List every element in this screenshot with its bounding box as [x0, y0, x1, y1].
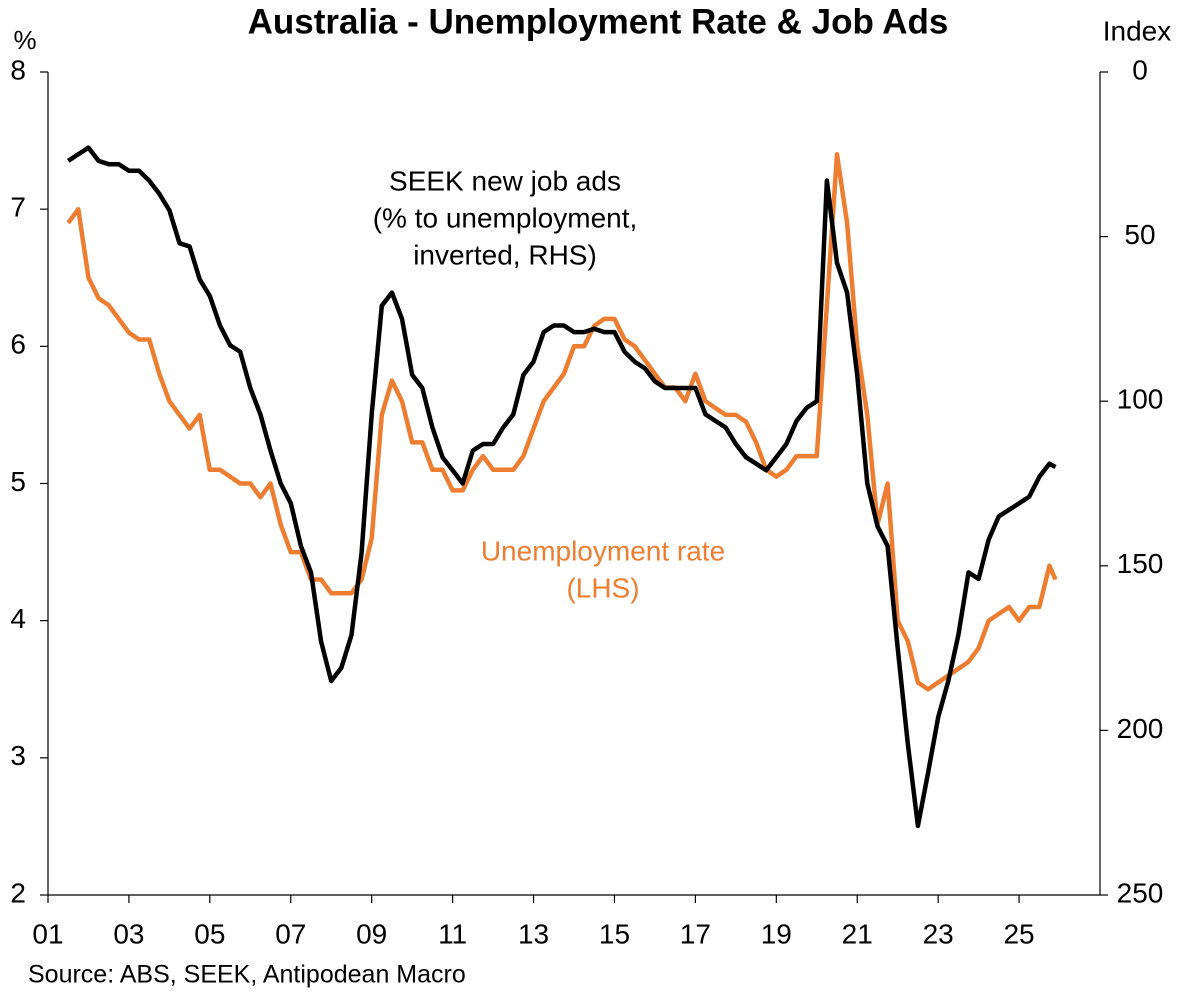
y2-tick-label: 150 [1117, 548, 1164, 579]
x-tick-label: 25 [1003, 918, 1034, 949]
y-tick-label: 3 [10, 740, 26, 771]
x-tick-label: 19 [761, 918, 792, 949]
y2-axis-label: Index [1103, 15, 1172, 46]
x-tick-label: 07 [275, 918, 306, 949]
annotation: SEEK new job ads [389, 165, 621, 196]
y2-tick-label: 200 [1117, 713, 1164, 744]
y-tick-label: 4 [10, 603, 26, 634]
x-tick-label: 21 [842, 918, 873, 949]
y-tick-label: 7 [10, 192, 26, 223]
y2-tick-label: 50 [1124, 219, 1155, 250]
y2-tick-label: 0 [1132, 54, 1148, 85]
x-tick-label: 13 [518, 918, 549, 949]
annotation: Unemployment rate [481, 535, 725, 566]
y2-tick-label: 250 [1117, 877, 1164, 908]
x-tick-label: 23 [923, 918, 954, 949]
annotation: inverted, RHS) [413, 239, 597, 270]
x-tick-label: 15 [599, 918, 630, 949]
x-tick-label: 09 [356, 918, 387, 949]
x-tick-label: 05 [194, 918, 225, 949]
annotation: (% to unemployment, [373, 202, 638, 233]
y2-tick-label: 100 [1117, 384, 1164, 415]
annotation: (LHS) [566, 572, 639, 603]
x-tick-label: 17 [680, 918, 711, 949]
source-note: Source: ABS, SEEK, Antipodean Macro [28, 961, 466, 989]
chart-title: Australia - Unemployment Rate & Job Ads [248, 2, 949, 41]
series-line [66, 152, 1058, 692]
y-tick-label: 5 [10, 466, 26, 497]
x-tick-label: 11 [438, 918, 467, 949]
series-line [66, 145, 1057, 829]
x-tick-label: 01 [32, 918, 63, 949]
y-tick-label: 6 [10, 329, 26, 360]
x-tick-label: 03 [113, 918, 144, 949]
y-tick-label: 2 [10, 877, 26, 908]
y-axis-label: % [13, 25, 36, 55]
y-tick-label: 8 [10, 54, 26, 85]
